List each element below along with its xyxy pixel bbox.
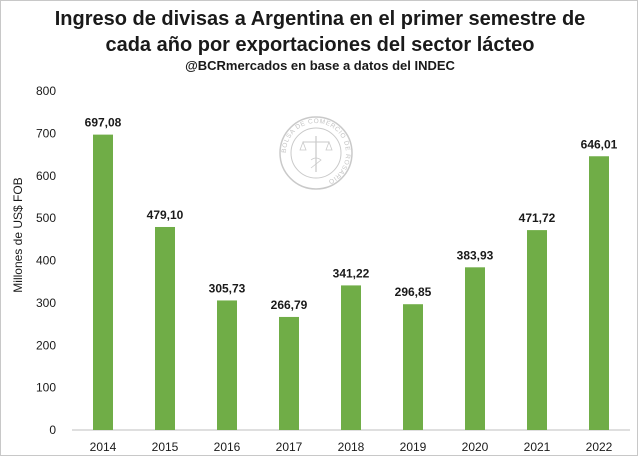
bar-2014 bbox=[93, 134, 113, 430]
x-tick-label: 2018 bbox=[338, 440, 365, 454]
data-label: 305,73 bbox=[209, 281, 246, 295]
watermark-seal: BOLSA DE COMERCIO DE ROSARIO bbox=[279, 116, 353, 190]
y-tick-label: 400 bbox=[36, 254, 56, 268]
bar-2015 bbox=[155, 226, 175, 430]
x-tick-label: 2022 bbox=[586, 440, 613, 454]
y-tick-label: 300 bbox=[36, 296, 56, 310]
chart-subtitle: @BCRmercados en base a datos del INDEC bbox=[185, 58, 455, 73]
x-tick-label: 2014 bbox=[90, 440, 117, 454]
y-tick-label: 0 bbox=[49, 423, 56, 437]
data-label: 471,72 bbox=[519, 211, 556, 225]
data-label: 383,93 bbox=[457, 248, 494, 262]
bar-2022 bbox=[589, 156, 609, 430]
x-tick-label: 2017 bbox=[276, 440, 303, 454]
data-label: 646,01 bbox=[581, 137, 618, 151]
x-tick-label: 2019 bbox=[400, 440, 427, 454]
x-tick-label: 2020 bbox=[462, 440, 489, 454]
y-tick-label: 600 bbox=[36, 169, 56, 183]
x-tick-label: 2016 bbox=[214, 440, 241, 454]
chart-title-line-1: Ingreso de divisas a Argentina en el pri… bbox=[54, 8, 586, 30]
bar-2017 bbox=[279, 316, 299, 430]
data-label: 296,85 bbox=[395, 285, 432, 299]
bar-2020 bbox=[465, 267, 485, 430]
bar-2019 bbox=[403, 304, 423, 430]
bar-2021 bbox=[527, 230, 547, 430]
bar-2016 bbox=[217, 300, 237, 430]
y-tick-label: 700 bbox=[36, 126, 56, 140]
data-label: 697,08 bbox=[85, 116, 122, 130]
data-label: 479,10 bbox=[147, 208, 184, 222]
y-tick-label: 100 bbox=[36, 381, 56, 395]
y-tick-label: 500 bbox=[36, 211, 56, 225]
y-tick-label: 800 bbox=[36, 84, 56, 98]
x-tick-label: 2021 bbox=[524, 440, 551, 454]
chart-title-line-2: cada año por exportaciones del sector lá… bbox=[105, 34, 535, 56]
x-tick-label: 2015 bbox=[152, 440, 179, 454]
data-label: 266,79 bbox=[271, 298, 308, 312]
chart-title: Ingreso de divisas a Argentina en el pri… bbox=[0, 6, 640, 58]
y-tick-label: 200 bbox=[36, 338, 56, 352]
bar-2018 bbox=[341, 285, 361, 430]
data-label: 341,22 bbox=[333, 266, 370, 280]
